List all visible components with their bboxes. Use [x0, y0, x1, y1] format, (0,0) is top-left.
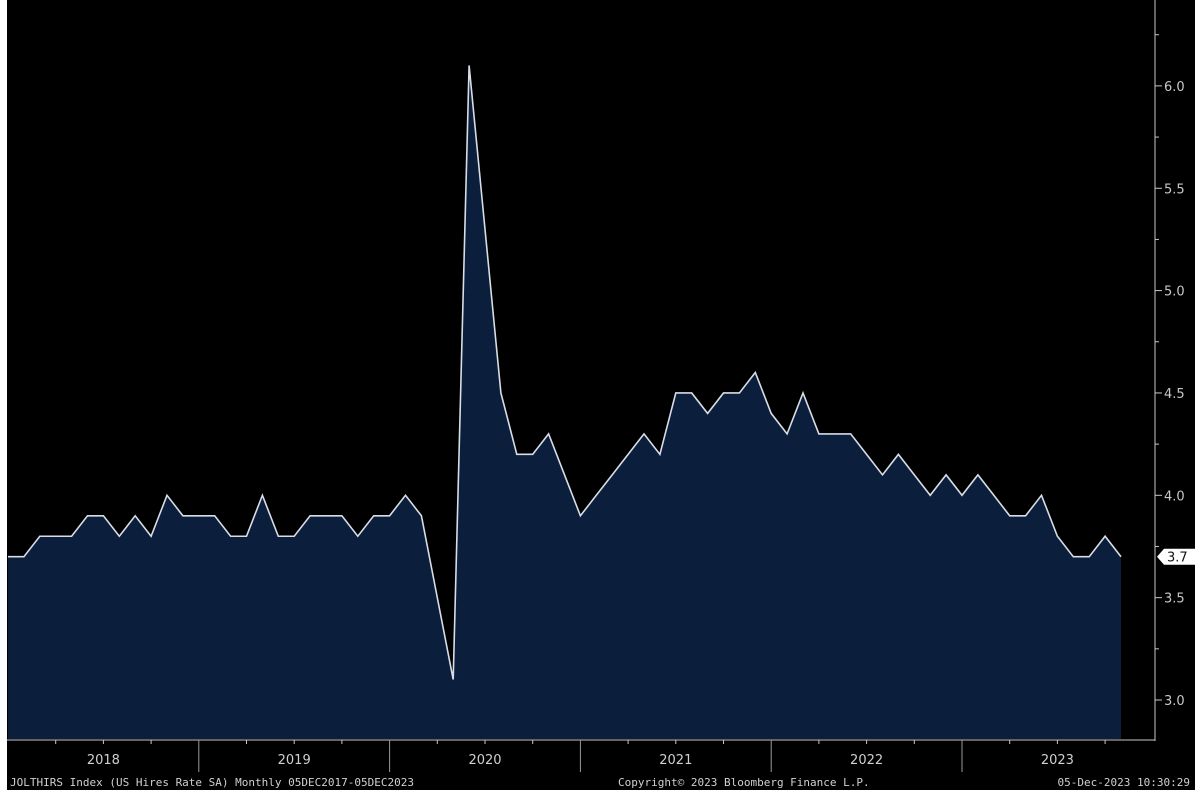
x-year-label: 2020 — [468, 753, 501, 768]
y-tick-label: 4.0 — [1164, 489, 1185, 504]
last-value-label: 3.7 — [1167, 551, 1188, 566]
x-axis: 2018 2019 2020 2021 2022 2023 — [7, 739, 1155, 772]
y-tick-label: 4.5 — [1164, 387, 1185, 402]
last-value-badge — [1157, 548, 1197, 565]
footer-security-description: JOLTHIRS Index (US Hires Rate SA) Monthl… — [10, 776, 414, 789]
y-axis: 3.0 3.5 4.0 4.5 5.0 5.5 6.0 3.7 — [1154, 0, 1197, 741]
x-year-label: 2023 — [1041, 753, 1074, 768]
x-year-label: 2018 — [87, 753, 120, 768]
y-tick-label: 3.0 — [1164, 694, 1185, 709]
y-tick-label: 6.0 — [1164, 80, 1185, 95]
x-year-label: 2022 — [850, 753, 883, 768]
footer-copyright: Copyright© 2023 Bloomberg Finance L.P. — [618, 776, 870, 789]
area-fill — [8, 65, 1121, 739]
y-tick-label: 5.5 — [1164, 182, 1185, 197]
plot-area — [7, 65, 1122, 739]
y-tick-label: 5.0 — [1164, 285, 1185, 300]
y-tick-label: 3.5 — [1164, 592, 1185, 607]
footer-timestamp: 05-Dec-2023 10:30:29 — [1058, 776, 1190, 789]
x-year-label: 2021 — [659, 753, 692, 768]
x-year-label: 2019 — [278, 753, 311, 768]
